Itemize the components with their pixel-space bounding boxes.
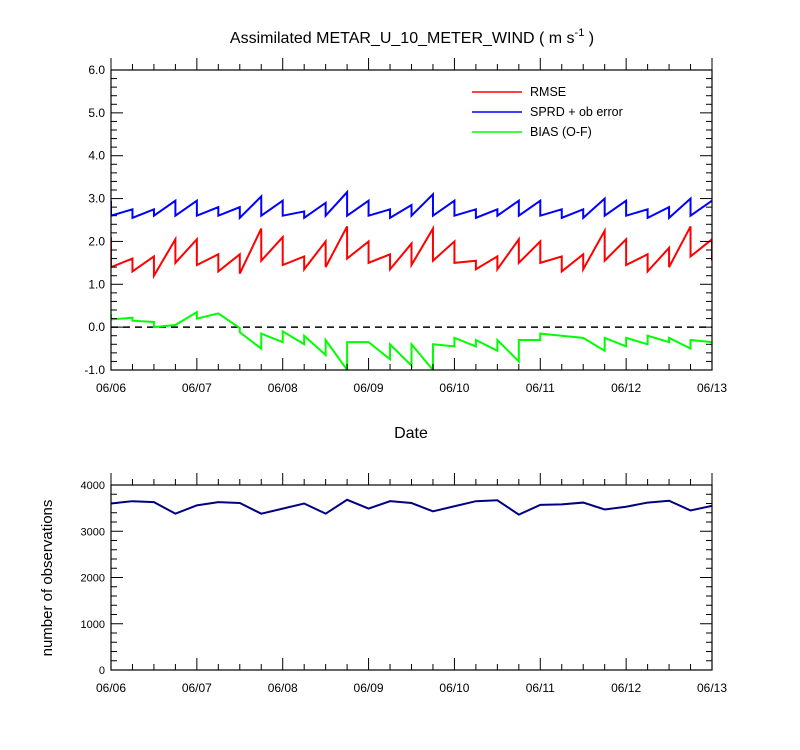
y-tick-label: 3.0	[88, 192, 105, 206]
y-tick-label: 5.0	[88, 106, 105, 120]
legend: RMSE SPRD + ob error BIAS (O-F)	[472, 85, 623, 139]
legend-label: RMSE	[530, 85, 566, 99]
bias-o-f-line	[111, 310, 712, 370]
y-tick-label: 6.0	[88, 63, 105, 77]
legend-label: SPRD + ob error	[530, 105, 623, 119]
sprd-ob-error-line	[111, 189, 712, 221]
plot-frame	[110, 484, 713, 671]
y-tick-label: 2000	[81, 573, 105, 585]
y-tick-label: 2.0	[88, 234, 105, 248]
x-tick-label: 06/13	[697, 381, 727, 395]
x-axis-label: Date	[394, 425, 428, 442]
x-tick-label: 06/12	[611, 381, 641, 395]
plot-frame	[110, 69, 713, 371]
x-tick-label: 06/08	[268, 381, 298, 395]
x-tick-label: 06/11	[526, 381, 555, 395]
rmse-line	[111, 224, 712, 280]
legend-label: BIAS (O-F)	[530, 125, 592, 139]
x-tick-label: 06/06	[96, 381, 126, 395]
y-tick-label: 4000	[81, 480, 105, 492]
observation-count-chart: 06/06 06/07 06/08 06/09 06/10 06/11 06/12 06/13…	[39, 473, 727, 695]
x-tick-label: 06/12	[611, 681, 641, 695]
x-tick-label: 06/06	[96, 681, 126, 695]
x-tick-label: 06/09	[354, 381, 384, 395]
x-tick-label: 06/09	[354, 681, 384, 695]
x-tick-label: 06/10	[439, 381, 469, 395]
x-tick-label: 06/10	[439, 681, 469, 695]
x-tick-label: 06/13	[697, 681, 727, 695]
y-axis-label: number of observations	[39, 500, 56, 657]
y-tick-label: 1000	[81, 619, 105, 631]
y-tick-label: -1.0	[84, 363, 105, 377]
y-tick-label: 1.0	[88, 277, 105, 291]
y-tick-label: 3000	[81, 526, 105, 538]
wind-stats-chart: Assimilated METAR_U_10_METER_WIND ( m s-…	[84, 27, 727, 442]
x-tick-label: 06/07	[182, 681, 212, 695]
chart-title: Assimilated METAR_U_10_METER_WIND ( m s-…	[230, 27, 594, 47]
x-tick-label: 06/11	[526, 681, 555, 695]
y-tick-label: 0	[99, 665, 105, 677]
series-0-line	[111, 498, 712, 516]
x-tick-label: 06/07	[182, 381, 212, 395]
y-tick-label: 4.0	[88, 149, 105, 163]
y-tick-label: 0.0	[88, 320, 105, 334]
x-tick-label: 06/08	[268, 681, 298, 695]
